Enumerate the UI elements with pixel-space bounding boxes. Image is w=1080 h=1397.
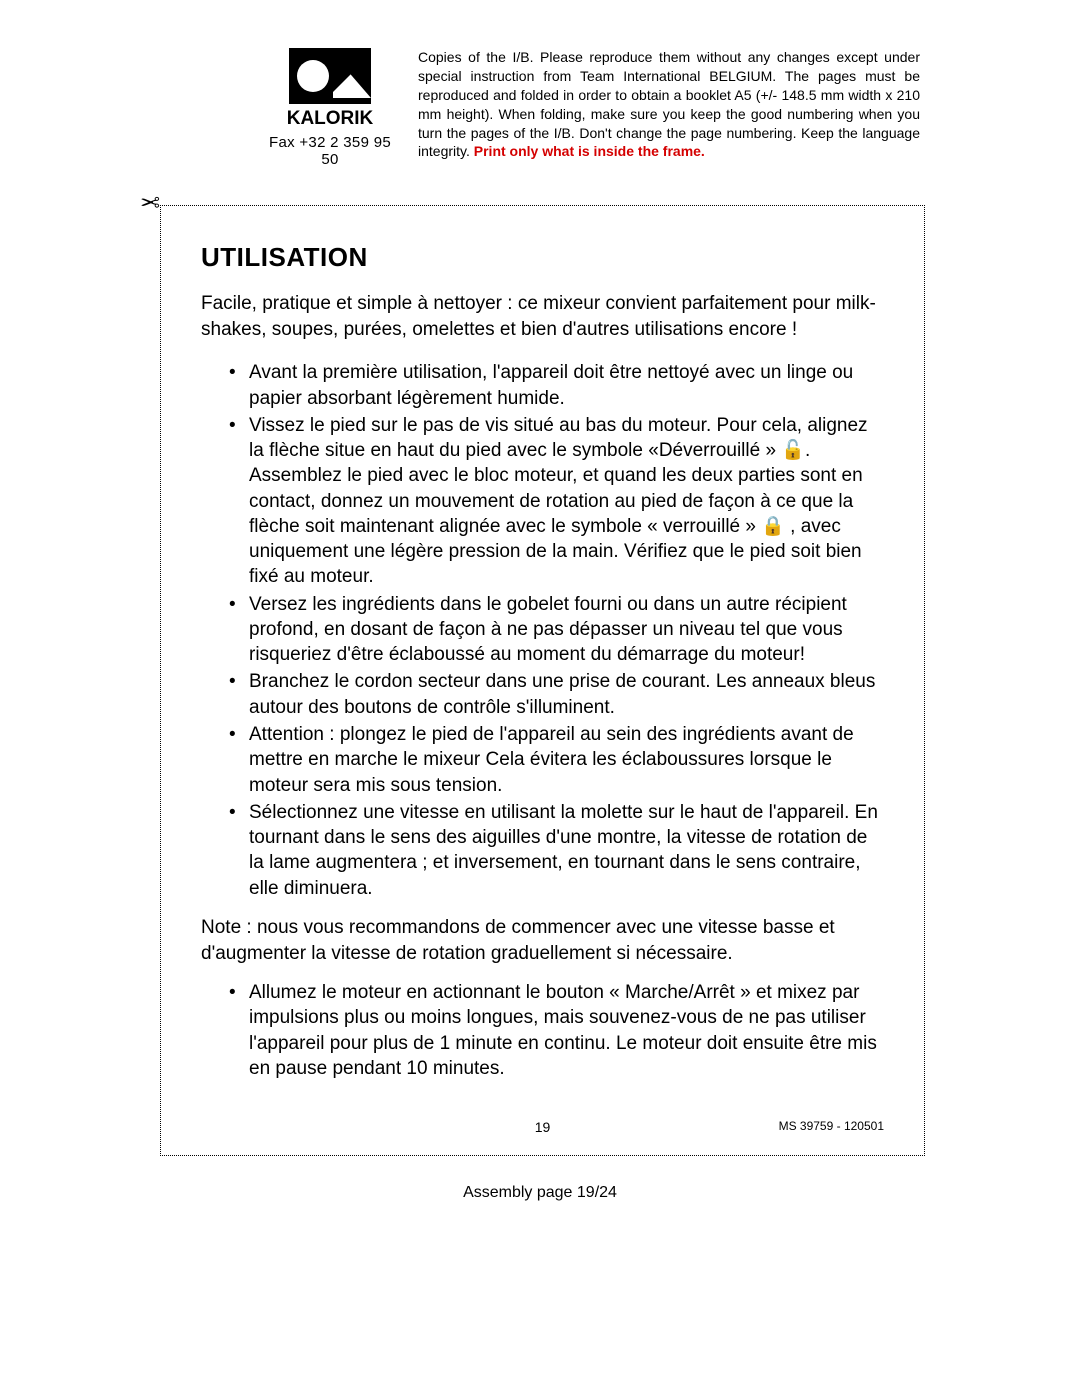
list-item: Branchez le cordon secteur dans une pris… — [229, 669, 884, 720]
kalorik-logo-icon: KALORIK — [275, 48, 385, 128]
list-item: Vissez le pied sur le pas de vis situé a… — [229, 413, 884, 590]
header-notice: Copies of the I/B. Please reproduce them… — [418, 48, 920, 161]
note-paragraph: Note : nous vous recommandons de commenc… — [201, 915, 884, 966]
bullet-list-1: Avant la première utilisation, l'apparei… — [201, 360, 884, 901]
list-item: Avant la première utilisation, l'apparei… — [229, 360, 884, 411]
assembly-page-label: Assembly page 19/24 — [0, 1184, 1080, 1202]
logo-block: KALORIK Fax +32 2 359 95 50 — [260, 48, 400, 168]
list-item: Attention : plongez le pied de l'apparei… — [229, 722, 884, 798]
fax-number: Fax +32 2 359 95 50 — [260, 134, 400, 168]
list-item: Versez les ingrédients dans le gobelet f… — [229, 592, 884, 668]
bullet-list-2: Allumez le moteur en actionnant le bouto… — [201, 980, 884, 1081]
list-item: Sélectionnez une vitesse en utilisant la… — [229, 800, 884, 901]
frame-footer: 19 MS 39759 - 120501 — [201, 1119, 884, 1139]
header-notice-red: Print only what is inside the frame. — [474, 143, 705, 159]
list-item: Allumez le moteur en actionnant le bouto… — [229, 980, 884, 1081]
document-id: MS 39759 - 120501 — [779, 1119, 884, 1133]
page: KALORIK Fax +32 2 359 95 50 Copies of th… — [0, 0, 1080, 1397]
scissors-icon: ✂ — [140, 192, 160, 216]
content-frame: UTILISATION Facile, pratique et simple à… — [160, 205, 925, 1156]
page-header: KALORIK Fax +32 2 359 95 50 Copies of th… — [260, 48, 920, 168]
intro-paragraph: Facile, pratique et simple à nettoyer : … — [201, 291, 884, 342]
logo-text: KALORIK — [287, 108, 374, 128]
section-title: UTILISATION — [201, 242, 884, 273]
